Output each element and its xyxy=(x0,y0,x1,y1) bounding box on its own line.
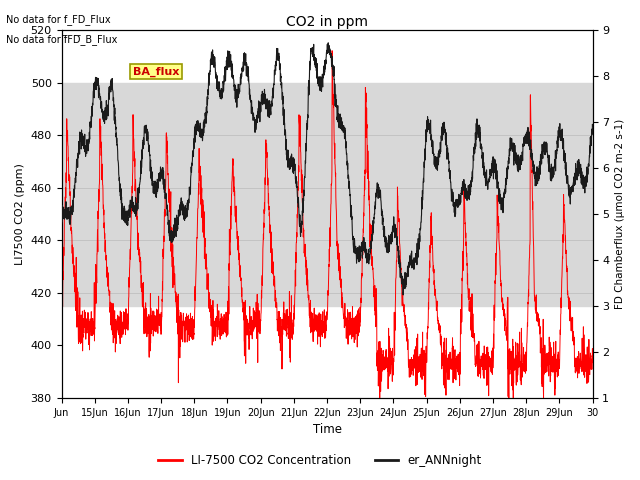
Text: No data for f̅FD̅_B_Flux: No data for f̅FD̅_B_Flux xyxy=(6,34,118,45)
Text: BA_flux: BA_flux xyxy=(133,66,180,77)
Y-axis label: LI7500 CO2 (ppm): LI7500 CO2 (ppm) xyxy=(15,163,25,265)
X-axis label: Time: Time xyxy=(312,423,342,436)
Title: CO2 in ppm: CO2 in ppm xyxy=(286,15,368,29)
Text: No data for f_FD_Flux: No data for f_FD_Flux xyxy=(6,14,111,25)
Legend: LI-7500 CO2 Concentration, er_ANNnight: LI-7500 CO2 Concentration, er_ANNnight xyxy=(153,449,487,472)
Bar xyxy=(61,83,593,306)
Y-axis label: FD Chamberflux (μmol CO2 m-2 s-1): FD Chamberflux (μmol CO2 m-2 s-1) xyxy=(615,119,625,309)
